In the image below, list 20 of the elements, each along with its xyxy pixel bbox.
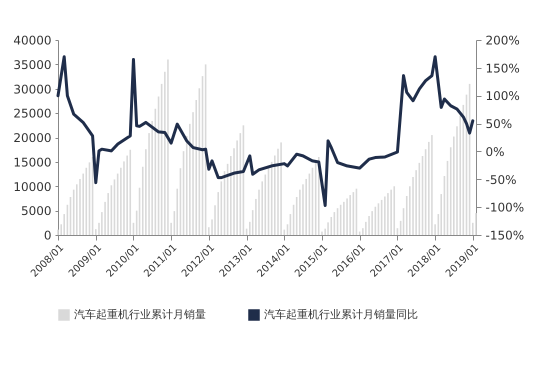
y-tick-label: 40000 [13, 34, 52, 48]
legend-label: 汽车起重机行业累计月销量同比 [264, 308, 418, 321]
y-tick-label: 5000 [20, 204, 52, 218]
y2-tick-label: 100% [486, 89, 520, 104]
y2-tick-label: 150% [486, 61, 520, 76]
y-tick-label: 25000 [13, 106, 52, 121]
y-tick-label: 0 [44, 228, 52, 242]
y2-tick-label: -100% [486, 200, 524, 215]
y2-tick-label: 50% [486, 117, 512, 132]
y-tick-label: 30000 [13, 82, 52, 96]
y-tick-label: 35000 [13, 58, 52, 72]
y2-tick-label: -50% [486, 172, 517, 187]
legend-label: 汽车起重机行业累计月销量 [74, 308, 206, 321]
y-tick-label: 15000 [13, 155, 52, 170]
y2-tick-label: -150% [486, 228, 524, 242]
y-tick-label: 10000 [13, 180, 52, 194]
y-tick-label: 20000 [13, 131, 52, 145]
line-series [56, 55, 474, 207]
y2-tick-label: 200% [486, 34, 520, 48]
y2-tick-label: 0% [486, 144, 505, 159]
